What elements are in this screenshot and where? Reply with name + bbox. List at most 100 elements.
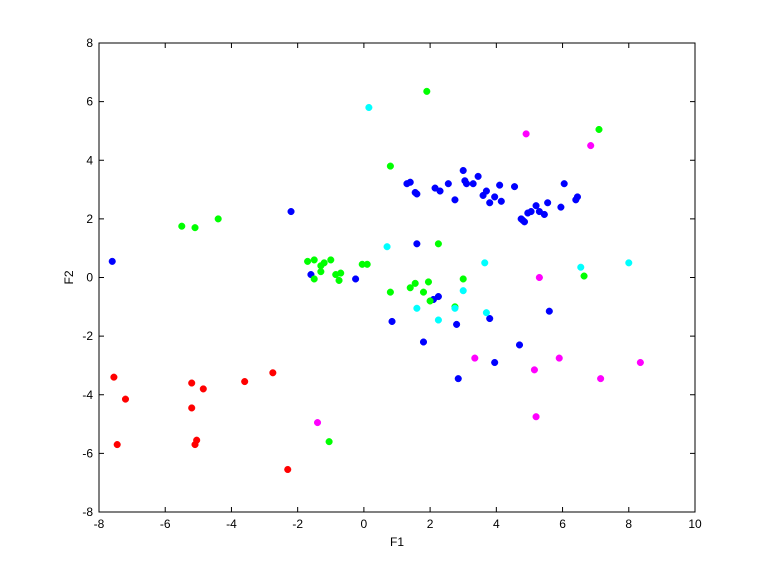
data-point: [423, 87, 431, 95]
data-point: [188, 404, 196, 412]
y-tick-label: 4: [86, 153, 93, 167]
data-point: [532, 202, 540, 210]
x-axis-label: F1: [390, 535, 404, 549]
data-point: [304, 257, 312, 265]
x-tick-label: -6: [160, 517, 171, 531]
data-point: [269, 369, 277, 377]
data-point: [424, 278, 433, 286]
data-point: [363, 260, 371, 268]
data-point: [436, 187, 444, 195]
data-point: [310, 275, 318, 283]
data-point: [188, 379, 196, 387]
data-point: [386, 162, 394, 170]
data-point: [335, 276, 343, 284]
data-point: [352, 275, 360, 283]
data-point: [515, 341, 524, 349]
data-point: [406, 284, 414, 292]
data-point: [522, 130, 530, 138]
data-point: [317, 268, 325, 276]
data-point: [459, 275, 467, 283]
data-point: [459, 166, 467, 175]
data-point: [491, 193, 499, 201]
x-tick-label: 0: [361, 517, 368, 531]
data-point: [337, 269, 345, 277]
data-point: [544, 199, 552, 207]
y-tick-label: 0: [86, 271, 93, 285]
data-point: [545, 307, 553, 315]
data-point: [434, 316, 442, 324]
data-point: [595, 125, 603, 134]
data-point: [411, 279, 419, 287]
x-tick-label: 4: [493, 517, 500, 531]
data-point: [434, 293, 442, 301]
y-tick-label: -8: [82, 505, 93, 519]
data-point: [540, 210, 548, 219]
axes: -8 -6 -4 -2 0 2 4 6 8 10 -8 -6 -4 -2 0 2 4 6 8: [82, 36, 702, 531]
data-point: [108, 257, 116, 265]
data-point: [486, 199, 494, 207]
data-point: [451, 196, 459, 204]
data-point: [453, 320, 461, 328]
data-point: [287, 207, 295, 216]
data-point: [386, 288, 394, 296]
data-point: [587, 142, 595, 150]
data-point: [597, 375, 605, 383]
data-point: [383, 243, 391, 251]
data-point: [121, 395, 130, 403]
data-point: [462, 180, 471, 188]
data-point: [413, 190, 421, 198]
data-point: [573, 193, 582, 201]
data-point: [481, 259, 489, 267]
data-points: [108, 87, 644, 474]
x-tick-label: -2: [292, 517, 303, 531]
data-point: [413, 304, 421, 312]
data-point: [388, 317, 396, 326]
data-point: [325, 438, 333, 446]
data-point: [327, 256, 335, 264]
data-point: [636, 358, 644, 367]
data-point: [113, 441, 121, 449]
y-axis-label: F2: [62, 270, 76, 284]
x-tick-label: 10: [688, 517, 702, 531]
data-point: [454, 375, 462, 383]
data-point: [555, 354, 563, 362]
data-point: [413, 240, 421, 248]
x-tick-label: -4: [226, 517, 237, 531]
data-point: [426, 297, 434, 305]
data-point: [580, 272, 588, 280]
data-point: [310, 256, 318, 264]
y-tick-label: -6: [82, 446, 93, 460]
data-point: [535, 273, 543, 282]
data-point: [178, 222, 186, 230]
series-3: [313, 130, 644, 427]
data-point: [191, 224, 199, 232]
x-tick-label: 2: [427, 517, 434, 531]
series-2: [365, 103, 633, 324]
data-point: [625, 259, 633, 267]
data-point: [284, 465, 292, 474]
data-point: [199, 385, 207, 393]
series-0: [108, 166, 582, 383]
data-point: [419, 338, 428, 346]
data-point: [520, 218, 529, 226]
data-point: [560, 180, 568, 188]
data-point: [486, 314, 494, 323]
data-point: [557, 203, 565, 211]
y-tick-label: -4: [82, 388, 93, 402]
data-point: [214, 215, 222, 223]
x-tick-label: 8: [625, 517, 632, 531]
x-tick-label: -8: [94, 517, 105, 531]
data-point: [491, 358, 499, 367]
data-point: [444, 180, 452, 188]
data-point: [320, 259, 328, 267]
data-point: [241, 378, 249, 386]
data-point: [313, 419, 322, 427]
data-point: [191, 441, 199, 449]
y-tick-label: 8: [86, 36, 93, 50]
y-tick-label: 6: [86, 95, 93, 109]
data-point: [365, 103, 373, 112]
data-point: [497, 197, 505, 205]
data-point: [406, 178, 414, 186]
